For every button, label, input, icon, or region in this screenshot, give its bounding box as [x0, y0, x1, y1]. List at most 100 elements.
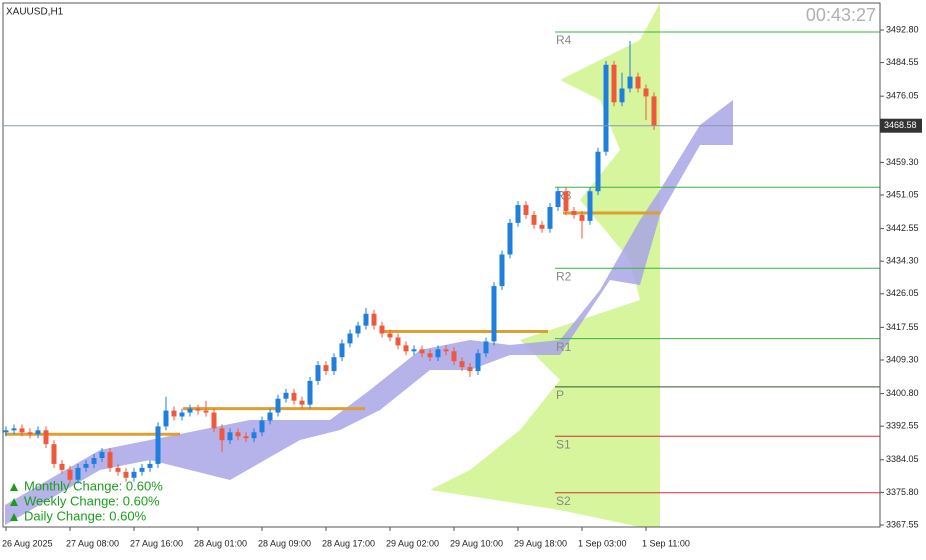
candle-body [371, 313, 377, 326]
candle-body [283, 392, 289, 399]
x-tick-label: 1 Sep 11:00 [642, 538, 690, 548]
candle-body [363, 313, 369, 326]
candle-body [235, 432, 241, 437]
candle-body [259, 420, 265, 433]
candle-body [27, 432, 33, 435]
weekly-change: Weekly Change: 0.60% [24, 493, 160, 508]
candle-body [59, 463, 65, 470]
candle-body [51, 444, 57, 464]
candle-body [651, 96, 657, 126]
candle-body [459, 361, 465, 368]
candle-body [131, 471, 137, 478]
candle-body [579, 214, 585, 221]
change-panel: Monthly Change: 0.60% Weekly Change: 0.6… [10, 478, 163, 523]
candle-body [155, 426, 161, 464]
candle-body [171, 410, 177, 417]
candle-body [19, 428, 25, 433]
pivot-label: R4 [556, 33, 572, 47]
y-tick-label: 3442.55 [886, 223, 919, 233]
pivot-label: S2 [556, 494, 571, 508]
candle-body [627, 76, 633, 89]
candle-body [379, 325, 385, 334]
candle-body [523, 205, 529, 215]
candle-body [499, 254, 505, 287]
candle-body [123, 471, 129, 478]
candle-body [35, 430, 41, 435]
y-tick-label: 3426.05 [886, 288, 919, 298]
candle-body [435, 349, 441, 358]
candle-body [83, 463, 89, 468]
candle-body [147, 463, 153, 468]
candle-body [107, 452, 113, 468]
y-tick-label: 3367.55 [886, 519, 919, 529]
y-tick-label: 3451.05 [886, 189, 919, 199]
pivot-label: S1 [556, 437, 571, 451]
pivot-label: R2 [556, 269, 572, 283]
candle-body [275, 398, 281, 413]
candle-body [403, 345, 409, 352]
x-tick-label: 28 Aug 09:00 [258, 538, 311, 548]
monthly-change: Monthly Change: 0.60% [24, 478, 163, 493]
candle-body [11, 428, 17, 431]
candle-body [451, 351, 457, 362]
candle-body [635, 76, 641, 89]
pivot-label: P [556, 388, 564, 402]
candle-body [411, 349, 417, 352]
candle-body [99, 452, 105, 458]
daily-change: Daily Change: 0.60% [24, 508, 147, 523]
candle-body [475, 353, 481, 372]
candle-body [643, 88, 649, 97]
candle-body [443, 349, 449, 352]
candle-body [267, 412, 273, 421]
candle-body [163, 410, 169, 427]
x-tick-label: 27 Aug 16:00 [130, 538, 183, 548]
y-tick-label: 3400.80 [886, 388, 919, 398]
price-label-box [880, 118, 922, 133]
candle-body [251, 432, 257, 439]
candle-body [531, 214, 537, 225]
candle-body [67, 469, 73, 480]
candle-body [515, 205, 521, 223]
candle-body [307, 380, 313, 405]
candle-body [355, 325, 361, 334]
candle-body [43, 430, 49, 445]
candle-body [3, 430, 9, 433]
up-arrow [10, 483, 18, 491]
x-tick-label: 27 Aug 08:00 [66, 538, 119, 548]
candle-body [419, 349, 425, 354]
pivot-label: R1 [556, 340, 572, 354]
plot-frame [2, 2, 881, 528]
candle-body [587, 191, 593, 221]
candle-body [619, 88, 625, 103]
y-tick-label: 3459.30 [886, 157, 919, 167]
candle-body [227, 432, 233, 441]
candle-body [219, 428, 225, 441]
candle-body [547, 207, 553, 229]
y-tick-label: 3384.05 [886, 454, 919, 464]
candle-body [611, 64, 617, 103]
candle-body [603, 64, 609, 152]
candle-body [483, 341, 489, 354]
y-tick-label: 3417.55 [886, 322, 919, 332]
candle-body [203, 410, 209, 413]
candle-body [179, 412, 185, 417]
timer: 00:43:27 [806, 5, 876, 25]
candle-body [563, 191, 569, 211]
up-arrow [10, 513, 18, 521]
candle-body [291, 392, 297, 401]
candle-body [331, 357, 337, 372]
candle-body [315, 365, 321, 381]
candle-body [211, 412, 217, 429]
symbol-title: XAUUSD,H1 [6, 7, 64, 18]
x-tick-label: 26 Aug 2025 [2, 538, 53, 548]
up-arrow [10, 498, 18, 506]
candle-body [243, 436, 249, 439]
volume-profile [430, 3, 660, 527]
x-tick-label: 28 Aug 17:00 [322, 538, 375, 548]
candle-body [91, 457, 97, 464]
candle-body [571, 210, 577, 215]
candle-body [387, 333, 393, 338]
y-tick-label: 3476.05 [886, 91, 919, 101]
